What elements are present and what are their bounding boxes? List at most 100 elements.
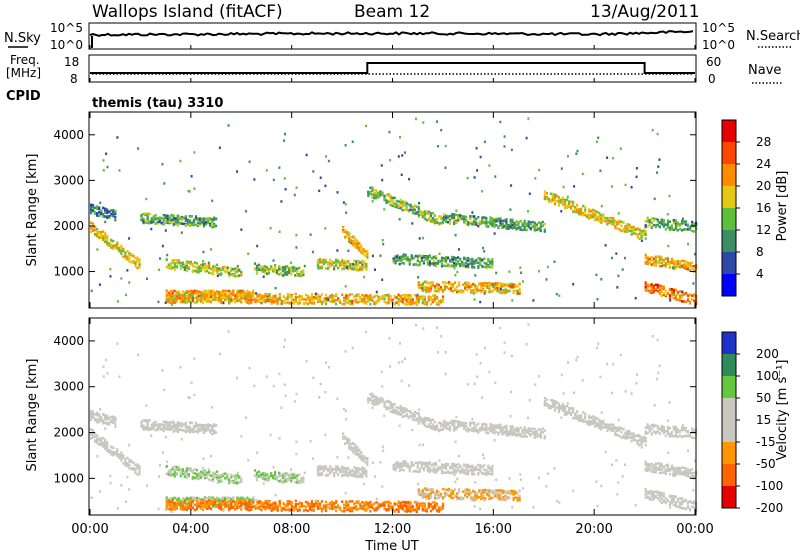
power-cell — [408, 263, 411, 266]
power-cell — [658, 288, 661, 292]
power-cell — [602, 219, 605, 222]
power-echo-band-16 — [165, 291, 445, 307]
velocity-cell — [122, 454, 125, 457]
velocity-cell — [94, 439, 97, 442]
noise-left-label: N.Sky — [4, 31, 41, 46]
power-cell — [379, 194, 382, 197]
power-cell — [383, 198, 386, 202]
velocity-cell — [164, 422, 167, 425]
power-cell — [173, 299, 176, 302]
velocity-cell — [294, 481, 297, 484]
power-cell — [674, 298, 677, 301]
power-cell — [489, 216, 492, 219]
power-cell — [478, 289, 481, 292]
power-cell — [347, 297, 350, 300]
power-cell — [423, 295, 426, 299]
velocity-cell — [286, 477, 289, 481]
power-cell — [624, 229, 627, 232]
power-cell — [489, 262, 492, 265]
power-cell — [482, 284, 485, 288]
power-cell — [527, 225, 530, 229]
velocity-cell — [216, 473, 219, 477]
power-cell — [355, 264, 358, 268]
power-cell — [394, 257, 397, 260]
power-cell — [557, 198, 561, 201]
power-cell — [429, 218, 432, 221]
velocity-cell — [261, 472, 265, 475]
velocity-cell — [184, 425, 187, 429]
power-cell — [676, 291, 679, 294]
power-cell — [106, 216, 109, 219]
power-cell — [435, 295, 439, 299]
power-cell — [670, 224, 673, 227]
velocity-cell — [333, 468, 336, 471]
power-scatter-cell — [525, 136, 528, 140]
power-scatter-cell — [274, 286, 277, 290]
velocity-cell — [329, 471, 332, 474]
power-cell — [678, 290, 682, 293]
power-cell — [130, 260, 133, 264]
velocity-cell — [146, 424, 149, 427]
velocity-cell — [185, 502, 188, 506]
power-cell — [626, 229, 629, 233]
velocity-cell — [284, 478, 287, 481]
power-cell — [106, 237, 109, 241]
power-cell — [503, 223, 506, 227]
power-cell — [190, 223, 193, 227]
power-scatter-cell — [597, 136, 600, 139]
power-cell — [193, 292, 197, 295]
velocity-cell — [300, 479, 303, 483]
power-cell — [678, 266, 682, 269]
power-cell — [509, 219, 512, 222]
nave-label: Nave — [748, 63, 781, 78]
power-cell — [602, 215, 605, 218]
power-colorbar-swatch-4 — [722, 186, 736, 208]
power-cell — [686, 228, 690, 231]
velocity-cell — [356, 451, 359, 454]
power-cell — [519, 226, 522, 229]
power-cell — [234, 271, 237, 274]
power-cell — [512, 290, 515, 293]
power-cell — [416, 257, 419, 261]
velocity-cell — [104, 414, 107, 417]
power-cell — [270, 296, 273, 299]
power-cell — [170, 221, 173, 224]
power-cell — [206, 294, 209, 297]
velocity-cell — [205, 424, 208, 427]
power-cell — [413, 204, 416, 207]
power-scatter-cell — [511, 299, 514, 302]
power-cell — [486, 284, 489, 288]
power-scatter-cell — [616, 286, 619, 289]
power-cell — [331, 295, 334, 298]
velocity-cell — [263, 478, 267, 481]
power-cell — [453, 213, 456, 216]
power-cell — [361, 268, 364, 272]
power-cell — [154, 222, 157, 225]
power-cell — [481, 221, 484, 225]
power-cell — [337, 261, 340, 265]
power-cell — [213, 216, 216, 220]
power-cell — [435, 297, 439, 300]
power-cell — [173, 258, 176, 262]
velocity-cell — [181, 468, 184, 471]
power-cell — [181, 293, 184, 297]
power-cell — [487, 265, 490, 269]
power-cell — [228, 274, 231, 278]
velocity-cell — [347, 471, 350, 475]
power-cell — [557, 204, 561, 207]
power-scatter-cell — [109, 267, 112, 271]
power-cell — [90, 204, 93, 207]
power-cell — [92, 222, 95, 226]
power-cell — [244, 292, 247, 296]
power-cell — [282, 295, 285, 298]
power-cell — [418, 254, 421, 257]
velocity-cell — [180, 429, 183, 432]
power-cell — [678, 227, 682, 231]
power-cell — [284, 271, 287, 274]
power-cell — [688, 262, 692, 265]
power-scatter-cell — [538, 269, 540, 273]
power-cell — [425, 301, 428, 304]
power-cell — [171, 299, 174, 302]
velocity-cell — [169, 474, 172, 477]
power-data-layer — [90, 117, 698, 307]
